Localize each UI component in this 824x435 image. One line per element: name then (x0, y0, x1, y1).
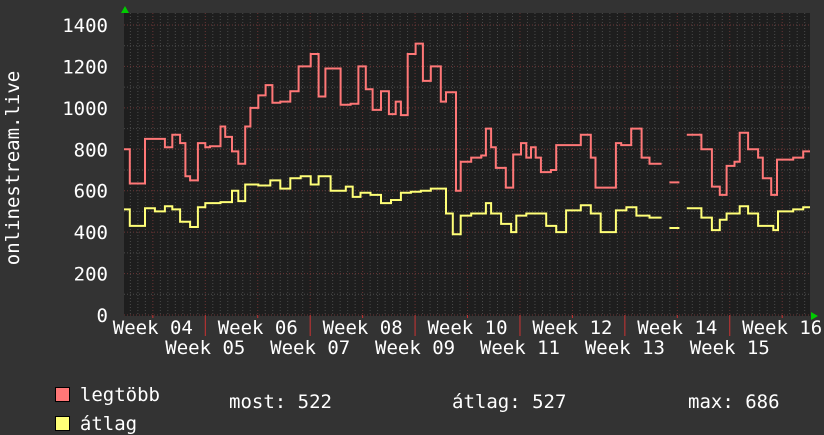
legend-swatch-max (54, 387, 70, 402)
legend-label-max: legtöbb (79, 384, 160, 406)
x-axis-arrow-icon (811, 312, 818, 320)
x-tick-label: Week 09 (375, 337, 455, 359)
x-tick-label: Week 12 (532, 317, 612, 339)
x-tick-label: Week 06 (218, 317, 298, 339)
y-axis-label: onlinestream.live (2, 71, 24, 265)
y-axis-ticks: 0 200 400 600 800 1000 1200 1400 (62, 15, 108, 327)
x-tick-label: Week 04 (113, 317, 193, 339)
legend-swatch-avg (54, 416, 70, 431)
legend-item-max: legtöbb (32, 362, 160, 406)
y-tick-label: 1000 (62, 98, 108, 120)
series-line-avg (124, 175, 810, 236)
x-tick-label: Week 08 (323, 317, 403, 339)
x-tick-label: Week 05 (165, 337, 245, 359)
x-tick-label: Week 13 (585, 337, 665, 359)
stat-now: most: 522 (229, 391, 332, 413)
x-tick-label: Week 15 (690, 337, 770, 359)
y-tick-label: 1400 (62, 15, 108, 37)
x-tick-label: Week 07 (270, 337, 350, 359)
y-tick-label: 800 (74, 139, 108, 161)
x-tick-label: Week 16 (742, 317, 822, 339)
stat-average: átlag: 527 (452, 391, 567, 413)
y-axis-arrow-icon (121, 6, 129, 13)
legend-item-avg: átlag (32, 391, 137, 435)
y-tick-label: 0 (97, 305, 108, 327)
x-tick-label: Week 10 (427, 317, 507, 339)
y-tick-label: 1200 (62, 56, 108, 78)
stat-max: max: 686 (688, 391, 780, 413)
y-tick-label: 200 (74, 264, 108, 286)
series-line-max (124, 42, 810, 196)
legend-label-avg: átlag (79, 413, 138, 435)
x-tick-label: Week 11 (480, 337, 560, 359)
y-tick-label: 400 (74, 222, 108, 244)
y-tick-label: 600 (74, 181, 108, 203)
x-tick-label: Week 14 (637, 317, 717, 339)
series-lines (124, 42, 810, 236)
